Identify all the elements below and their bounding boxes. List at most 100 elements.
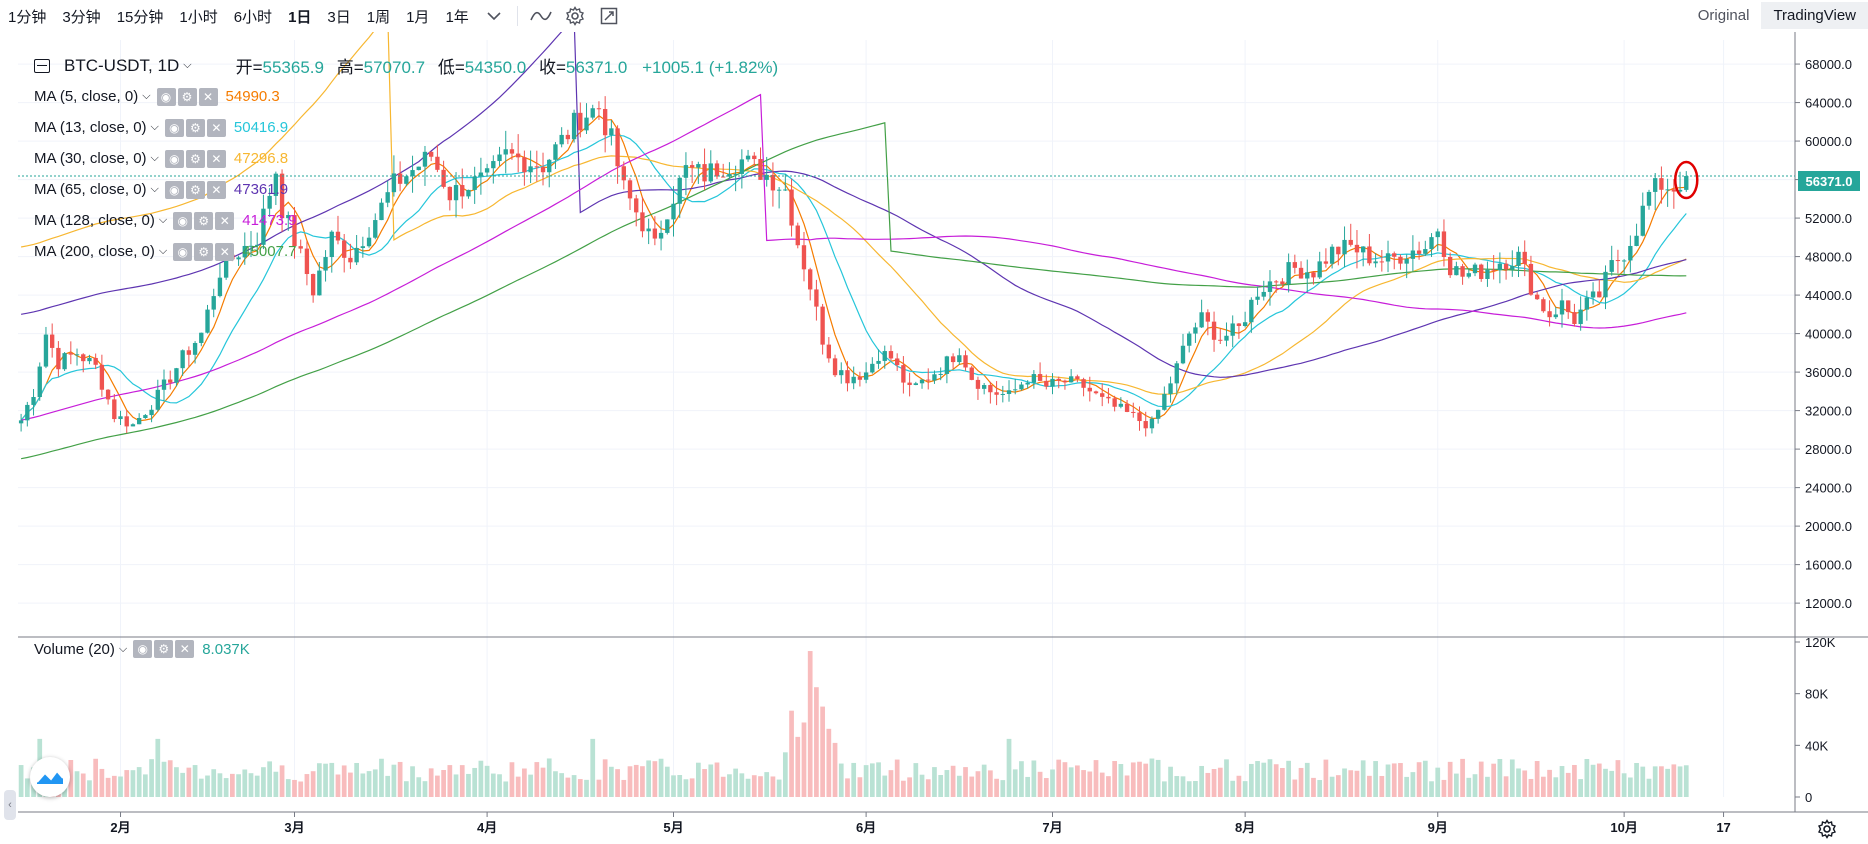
eye-icon[interactable]: ◉	[164, 180, 184, 199]
volume-bar	[198, 778, 204, 797]
chart-canvas[interactable]: 12000.0 16000.0 20000.0 24000.0 28000.0 32000…	[0, 32, 1868, 844]
chevron-down-icon[interactable]: ⌵	[118, 642, 128, 655]
symbol-title[interactable]: BTC-USDT, 1D	[64, 55, 180, 75]
candle-body	[621, 166, 626, 181]
eye-icon[interactable]: ◉	[164, 149, 184, 168]
fullscreen-icon[interactable]	[596, 3, 622, 29]
candle-body	[553, 144, 558, 160]
timeframe-8[interactable]: 1月	[406, 8, 430, 26]
view-original-button[interactable]: Original	[1697, 7, 1750, 24]
view-switch: Original TradingView	[1686, 2, 1868, 29]
volume-bar	[1149, 758, 1155, 797]
candle-body	[901, 365, 906, 383]
close-icon[interactable]: ✕	[215, 211, 235, 230]
gear-icon[interactable]: ⚙	[177, 87, 197, 106]
ma-name[interactable]: MA (200, close, 0)	[34, 243, 155, 260]
volume-bar	[1485, 776, 1490, 797]
close-icon[interactable]: ✕	[206, 180, 226, 199]
close-icon[interactable]: ✕	[198, 87, 218, 106]
candle-body	[677, 177, 682, 204]
chevron-left-icon[interactable]: ‹	[4, 790, 16, 820]
eye-icon[interactable]: ◉	[164, 118, 184, 137]
candle-body	[56, 347, 61, 370]
gear-icon[interactable]: ⚙	[194, 211, 214, 230]
chevron-down-icon[interactable]: ⌵	[150, 121, 159, 133]
view-tradingview-button[interactable]: TradingView	[1761, 2, 1868, 29]
candle-body	[727, 173, 732, 177]
candle-body	[969, 367, 974, 380]
candle-body	[484, 168, 490, 173]
candle-body	[1628, 245, 1633, 261]
candle-body	[1479, 264, 1484, 279]
candle-body	[1292, 262, 1298, 268]
ma-name[interactable]: MA (13, close, 0)	[34, 119, 147, 136]
volume-bar	[1019, 761, 1024, 797]
volume-bar	[348, 772, 353, 797]
timeframe-5[interactable]: 1日	[288, 8, 312, 26]
gear-icon[interactable]	[562, 3, 588, 29]
gear-icon[interactable]: ⚙	[185, 180, 205, 199]
ma-name[interactable]: MA (128, close, 0)	[34, 212, 155, 229]
chevron-down-icon[interactable]: ⌵	[142, 90, 151, 102]
volume-bar	[118, 776, 123, 797]
candle-body	[752, 155, 757, 160]
volume-bar	[1454, 773, 1459, 797]
ma-name[interactable]: MA (5, close, 0)	[34, 88, 139, 105]
gear-icon[interactable]: ⚙	[185, 149, 205, 168]
candle-body	[714, 163, 720, 177]
volume-bar	[1354, 770, 1360, 797]
eye-icon[interactable]: ◉	[156, 87, 176, 106]
candle-body	[453, 185, 459, 201]
volume-bar	[782, 752, 788, 797]
timeframe-4[interactable]: 6小时	[233, 8, 273, 26]
gear-icon[interactable]	[1812, 814, 1842, 844]
chart-type-icon[interactable]	[528, 3, 554, 29]
eye-icon[interactable]: ◉	[173, 242, 193, 261]
tradingview-logo-icon[interactable]	[30, 757, 70, 797]
ma-name[interactable]: MA (30, close, 0)	[34, 150, 147, 167]
chevron-down-icon[interactable]: ⌵	[158, 214, 168, 226]
timeframe-3[interactable]: 1小时	[179, 8, 218, 26]
close-icon[interactable]: ✕	[175, 640, 195, 658]
volume-bar	[1273, 764, 1279, 797]
close-icon[interactable]: ✕	[215, 242, 235, 261]
close-icon[interactable]: ✕	[206, 118, 226, 137]
eye-icon[interactable]: ◉	[133, 640, 153, 658]
candle-body	[1261, 291, 1266, 297]
chevron-down-icon[interactable]	[481, 3, 507, 29]
chevron-down-icon[interactable]: ⌵	[158, 245, 168, 257]
candle-body	[1112, 398, 1117, 407]
timeframe-1[interactable]: 3分钟	[62, 8, 101, 26]
candle-body	[124, 416, 129, 427]
volume-bar	[466, 773, 471, 797]
timeframe-7[interactable]: 1周	[366, 8, 391, 26]
close-icon[interactable]: ✕	[206, 149, 226, 168]
candle-body	[267, 195, 272, 209]
time-tick-label: 6月	[856, 820, 876, 835]
candle-body	[112, 399, 117, 420]
chevron-down-icon[interactable]: ⌵	[183, 59, 192, 71]
timeframe-2[interactable]: 15分钟	[116, 8, 164, 26]
candle-body	[354, 248, 359, 263]
volume-indicator-name[interactable]: Volume (20)	[34, 640, 115, 658]
collapse-icon[interactable]	[34, 58, 50, 73]
volume-bar	[1584, 758, 1590, 797]
chevron-down-icon[interactable]: ⌵	[150, 183, 159, 195]
volume-bar	[354, 762, 359, 797]
volume-bar	[1143, 763, 1149, 797]
volume-bar	[1311, 777, 1316, 797]
candle-body	[223, 254, 229, 278]
gear-icon[interactable]: ⚙	[154, 640, 174, 658]
ma-name[interactable]: MA (65, close, 0)	[34, 181, 147, 198]
timeframe-0[interactable]: 1分钟	[8, 8, 47, 26]
chevron-down-icon[interactable]: ⌵	[150, 152, 159, 164]
eye-icon[interactable]: ◉	[173, 211, 193, 230]
timeframe-6[interactable]: 3日	[327, 8, 351, 26]
volume-bar	[1652, 766, 1658, 797]
volume-bar	[876, 762, 881, 797]
candle-body	[602, 109, 608, 136]
gear-icon[interactable]: ⚙	[194, 242, 214, 261]
candle-body	[18, 420, 24, 424]
timeframe-9[interactable]: 1年	[445, 8, 469, 26]
gear-icon[interactable]: ⚙	[185, 118, 205, 137]
